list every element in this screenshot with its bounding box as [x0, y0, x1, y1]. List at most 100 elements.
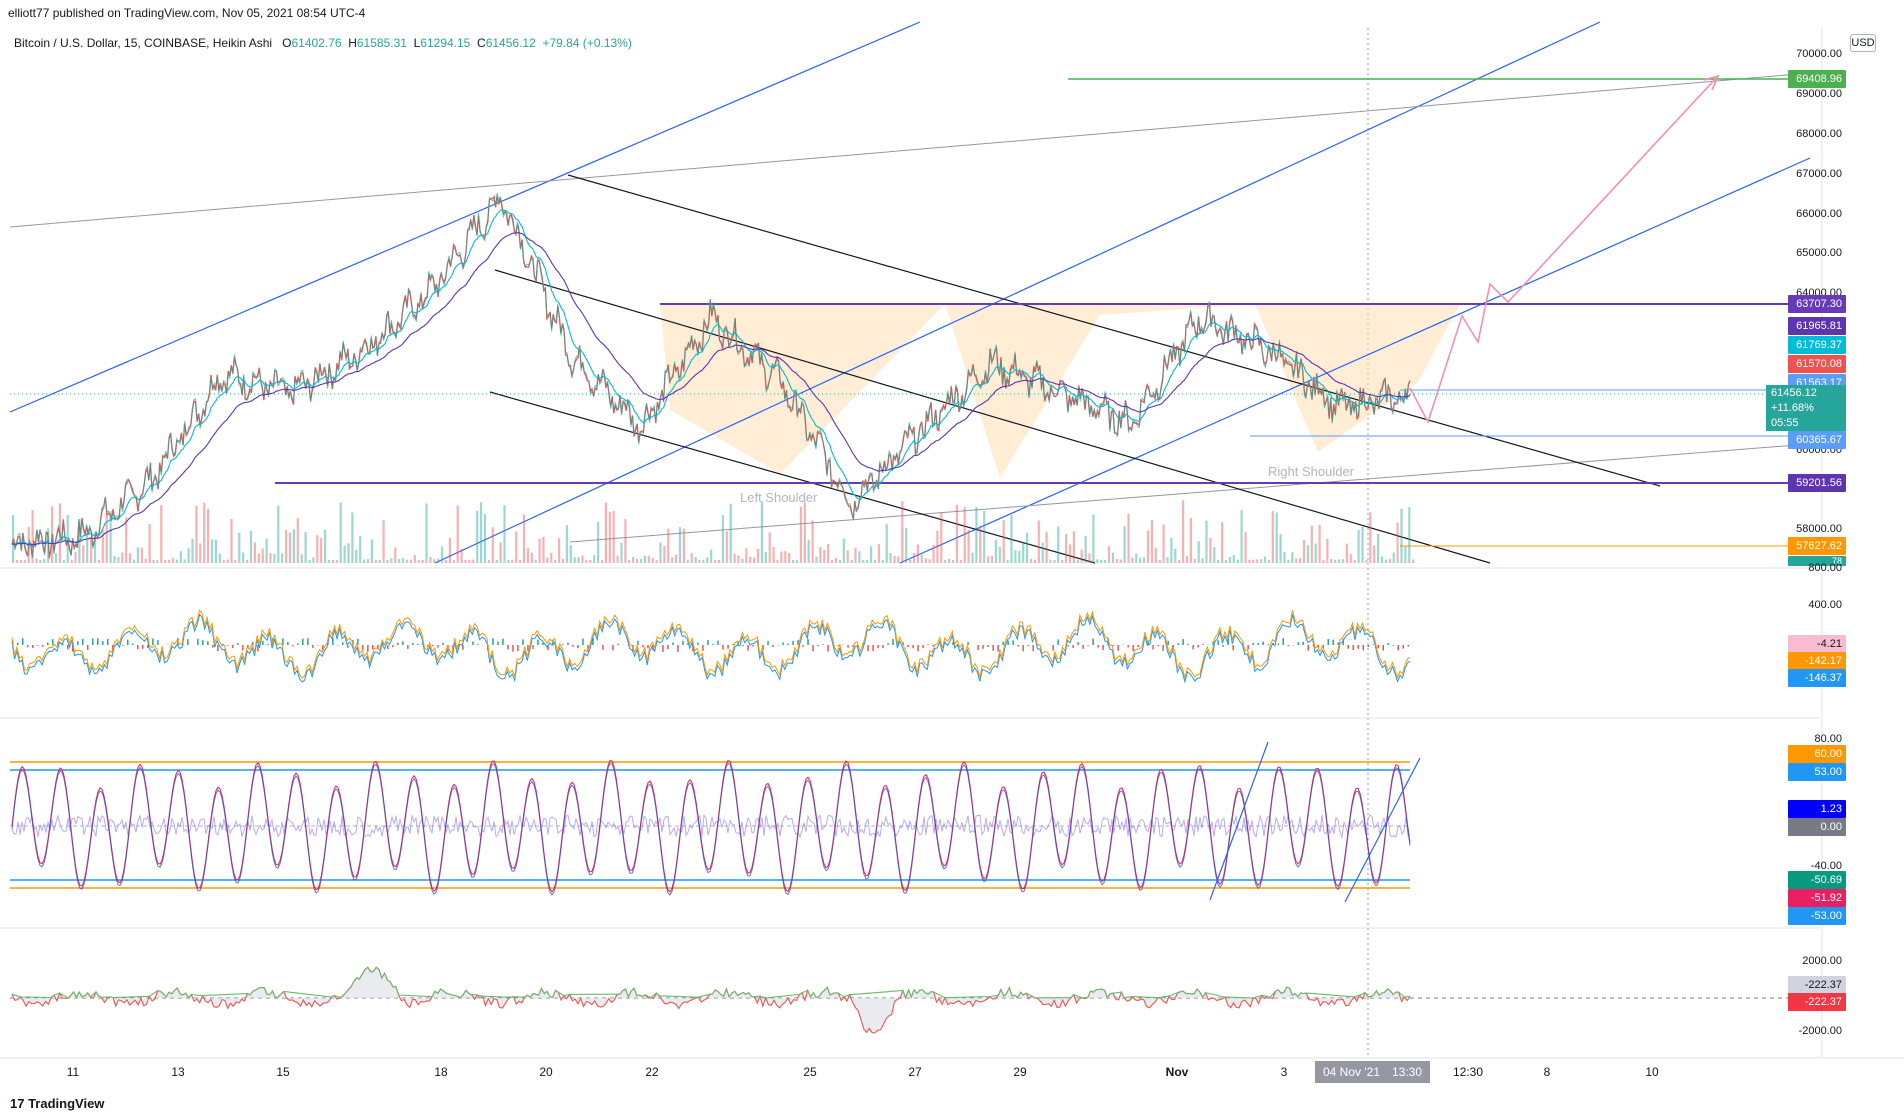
volume-bar — [148, 523, 151, 563]
volume-bar — [82, 545, 85, 563]
osc1-hist-bar — [887, 643, 889, 645]
volume-bar — [1314, 543, 1317, 563]
volume-bar — [234, 559, 237, 563]
osc1-hist-bar — [32, 645, 34, 648]
volume-bar — [168, 559, 171, 563]
right-shoulder-label: Right Shoulder — [1268, 464, 1354, 479]
osc1-hist-bar — [197, 638, 199, 645]
osc1-hist-bar — [677, 645, 679, 652]
volume-bar — [1318, 524, 1321, 563]
osc1-hist-bar — [302, 638, 304, 645]
osc1-hist-bar — [727, 645, 729, 649]
volume-bar — [1408, 507, 1411, 563]
close-label: C — [477, 36, 486, 50]
volume-bar — [803, 501, 806, 563]
volume-bar — [1166, 557, 1169, 563]
osc1-hist-bar — [702, 645, 704, 651]
osc1-hist-bar — [1217, 640, 1219, 645]
currency-button[interactable]: USD — [1850, 34, 1876, 52]
price-label-target: 69408.96 — [1788, 70, 1846, 88]
volume-bar — [1380, 556, 1384, 563]
volume-bar — [1080, 549, 1083, 563]
price-label-ema-slow: 61965.81 — [1788, 317, 1846, 335]
volume-bar — [300, 554, 303, 563]
volume-bar — [249, 530, 253, 563]
osc1-hist-bar — [97, 638, 99, 645]
volume-bar — [682, 528, 685, 563]
osc1-hist-bar — [827, 645, 829, 652]
left-shoulder-label: Left Shoulder — [740, 490, 818, 505]
osc1-hist-bar — [187, 639, 189, 645]
volume-bar — [928, 559, 931, 563]
volume-bar — [121, 552, 124, 563]
osc1-hist-bar — [27, 645, 29, 648]
volume-bar — [62, 560, 65, 563]
volume-bar — [1365, 559, 1368, 563]
volume-bar — [593, 555, 596, 563]
ema-fast-line — [11, 209, 1411, 547]
price-tick: 65000.00 — [1796, 247, 1842, 259]
osc1-hist-bar — [922, 645, 924, 649]
volume-bar — [1096, 559, 1099, 563]
osc1-hist-bar — [737, 641, 739, 645]
volume-bar — [199, 543, 202, 563]
volume-bar — [1291, 552, 1294, 563]
osc1-hist-bar — [227, 645, 229, 646]
osc1-hist-bar — [617, 643, 619, 645]
volume-bar — [577, 556, 580, 563]
volume-bar — [1006, 559, 1009, 563]
volume-bar — [776, 559, 779, 563]
osc1-hist-bar — [1347, 645, 1349, 649]
projection-path — [1409, 75, 1719, 425]
volume-bar — [1357, 530, 1360, 563]
osc1-hist-bar — [642, 645, 644, 648]
volume-bar — [222, 560, 225, 563]
volume-bar — [507, 560, 510, 563]
osc2-label: 60.00 — [1788, 745, 1846, 763]
volume-bar — [854, 547, 857, 563]
volume-bar — [1209, 537, 1212, 563]
volume-bar — [339, 502, 342, 563]
volume-bar — [246, 559, 249, 563]
volume-bar — [877, 544, 880, 563]
osc1-hist-bar — [667, 645, 669, 650]
volume-bar — [710, 549, 713, 563]
osc1-hist-bar — [1022, 645, 1024, 652]
volume-bar — [1182, 500, 1185, 563]
price-label-support: 59201.56 — [1788, 474, 1846, 492]
volume-bar — [819, 547, 822, 563]
osc1-hist-bar — [1102, 645, 1104, 651]
volume-bar — [885, 524, 888, 563]
osc1-hist-bar — [967, 642, 969, 645]
price-label-orange: 57627.62 — [1788, 537, 1846, 555]
osc3-label: -222.37 — [1788, 976, 1846, 994]
volume-bar — [741, 558, 744, 563]
volume-bar — [503, 505, 506, 563]
volume-bar — [967, 529, 970, 563]
volume-bar — [456, 505, 459, 563]
volume-bar — [144, 558, 147, 563]
volume-bar — [1326, 538, 1329, 563]
volume-bar — [850, 559, 853, 563]
osc1-hist-bar — [1357, 645, 1359, 649]
channel-line — [494, 269, 1491, 564]
osc1-hist-bar — [977, 645, 979, 651]
volume-bar — [156, 559, 159, 563]
volume-bar — [714, 559, 717, 563]
volume-bar — [1010, 514, 1013, 563]
volume-bar — [1260, 559, 1263, 563]
volume-bar — [1092, 514, 1095, 563]
volume-bar — [1322, 560, 1325, 563]
osc1-signal-line — [11, 613, 1411, 684]
osc1-tick: 800.00 — [1808, 562, 1842, 574]
volume-bar — [667, 528, 670, 563]
osc1-hist-bar — [247, 645, 249, 649]
tradingview-logo[interactable]: 17 TradingView — [10, 1096, 105, 1111]
volume-bar — [444, 559, 448, 563]
volume-bar — [870, 546, 873, 563]
volume-bar — [760, 501, 763, 563]
osc1-label: -142.17 — [1788, 652, 1846, 670]
osc1-hist-bar — [332, 638, 334, 645]
low-label: L — [413, 36, 421, 50]
